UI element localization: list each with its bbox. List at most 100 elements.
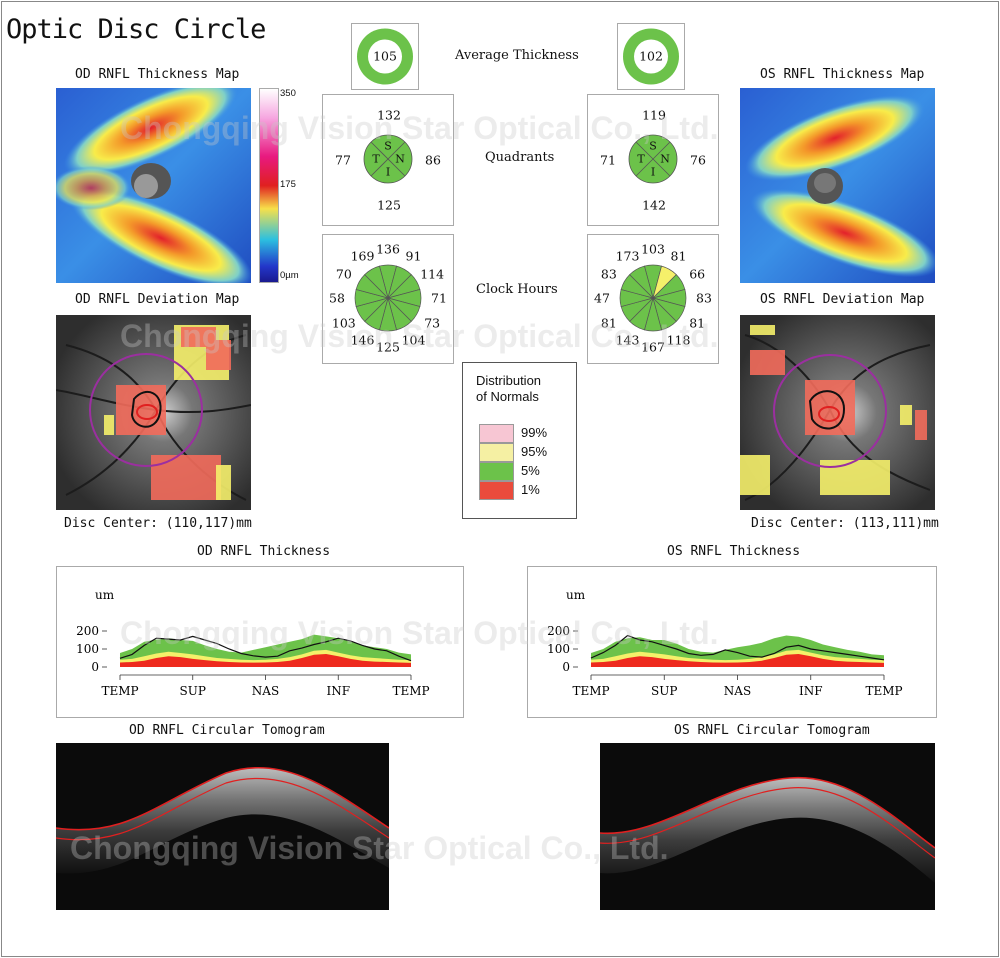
od-quadrants-box: S T N I 132 77 86 125 <box>322 94 454 226</box>
od-rnfl-thickness-title: OD RNFL Thickness <box>197 544 331 559</box>
rnfl-band-outside <box>591 654 884 667</box>
os-rnfl-chart-box: um 200 100 0 TEMP SUP NAS INF TEMP <box>527 566 937 718</box>
colorbar-top-label: 350 <box>280 88 296 99</box>
od-clock-value: 70 <box>335 266 352 281</box>
od-clock-value: 114 <box>420 266 445 281</box>
os-clock-box: 103 81 66 83 81 118 167 143 81 47 83 173 <box>587 234 719 364</box>
legend-title-line2: of Normals <box>476 389 539 404</box>
os-tomogram <box>600 743 935 910</box>
od-deviation-map <box>56 315 251 510</box>
rnfl-ytick: 0 <box>562 660 570 674</box>
os-quad-s-value: 119 <box>642 107 666 123</box>
legend-swatch <box>479 462 514 481</box>
legend-swatch <box>479 443 514 462</box>
os-clock-value: 143 <box>615 332 640 348</box>
rnfl-ylabel: um <box>566 588 586 602</box>
colorbar-bottom-label: 0µm <box>280 270 299 281</box>
rnfl-ylabel: um <box>95 588 115 602</box>
watermark-bottom: Chongqing Vision Star Optical Co., Ltd. <box>70 830 669 866</box>
od-deviation-map-title: OD RNFL Deviation Map <box>75 292 240 307</box>
od-clock-box: 136 91 114 71 73 104 125 146 103 58 70 169 <box>322 234 454 364</box>
od-quad-n-letter: N <box>395 152 405 166</box>
legend-label: 99% <box>521 425 548 440</box>
os-thickness-map <box>740 88 935 283</box>
os-clock-value: 118 <box>666 332 691 348</box>
rnfl-measured-line <box>590 634 885 661</box>
od-clock-value: 125 <box>376 339 400 355</box>
os-clock-sector <box>629 265 654 300</box>
rnfl-xtick: TEMP <box>865 684 902 698</box>
rnfl-xtick: TEMP <box>101 684 138 698</box>
od-quad-i-letter: I <box>385 165 391 179</box>
od-tomogram-title: OD RNFL Circular Tomogram <box>129 723 325 738</box>
os-clock-value: 173 <box>615 248 640 264</box>
os-average-box: 102 <box>617 23 685 90</box>
od-clock-value: 58 <box>329 290 345 306</box>
legend-swatch <box>479 424 514 443</box>
od-clock-value: 136 <box>376 241 400 257</box>
od-quad-s-letter: S <box>384 139 392 153</box>
quadrants-label: Quadrants <box>485 150 555 165</box>
rnfl-xtick: TEMP <box>572 684 609 698</box>
os-deviation-map <box>740 315 935 510</box>
od-disc-center: Disc Center: (110,117)mm <box>64 516 252 531</box>
od-average-value: 105 <box>373 48 397 64</box>
od-clock-value: 103 <box>331 315 356 330</box>
colorbar-mid-label: 175 <box>280 179 296 190</box>
watermark-top: Chongqing Vision Star Optical Co., Ltd. <box>120 110 719 146</box>
legend-title-line1: Distribution <box>476 373 542 388</box>
watermark-chart: Chongqing Vision Star Optical Co., Ltd. <box>120 615 719 651</box>
os-quad-i-letter: I <box>650 165 656 179</box>
od-quad-i-value: 125 <box>377 197 401 213</box>
normals-legend: Distribution of Normals 99% 95% 5% 1% <box>462 362 577 519</box>
rnfl-xtick: INF <box>799 684 823 698</box>
rnfl-xtick: TEMP <box>392 684 429 698</box>
average-thickness-label: Average Thickness <box>455 48 579 63</box>
os-quad-n-letter: N <box>660 152 670 166</box>
od-clock-sector <box>364 265 389 300</box>
os-quad-t-letter: T <box>637 152 645 166</box>
os-quad-t-value: 71 <box>600 152 616 168</box>
od-clock-value: 104 <box>401 332 426 348</box>
od-quad-n-value: 86 <box>425 152 441 168</box>
legend-label: 1% <box>521 482 540 497</box>
os-quad-i-value: 142 <box>642 197 666 213</box>
os-quad-n-value: 76 <box>690 152 706 168</box>
legend-swatch <box>479 481 514 500</box>
os-quad-s-letter: S <box>649 139 657 153</box>
od-thickness-map-title: OD RNFL Thickness Map <box>75 67 240 82</box>
rnfl-xtick: NAS <box>252 684 279 698</box>
rnfl-xtick: NAS <box>724 684 751 698</box>
os-clock-value: 103 <box>641 241 665 257</box>
os-quadrants-box: S T N I 119 71 76 142 <box>587 94 719 226</box>
rnfl-xtick: INF <box>326 684 350 698</box>
od-rnfl-chart-box: um 200 100 0 TEMP SUP NAS INF TEMP <box>56 566 464 718</box>
os-clock-value: 81 <box>670 248 687 264</box>
os-thickness-map-title: OS RNFL Thickness Map <box>760 67 925 82</box>
od-tomogram <box>56 743 389 910</box>
rnfl-ytick: 100 <box>547 642 570 656</box>
os-tomogram-title: OS RNFL Circular Tomogram <box>674 723 870 738</box>
rnfl-ytick: 0 <box>91 660 99 674</box>
od-clock-value: 73 <box>424 315 441 330</box>
os-clock-value: 81 <box>689 315 706 330</box>
thickness-colorbar <box>259 88 279 283</box>
od-quad-s-value: 132 <box>377 107 401 123</box>
os-clock-value: 81 <box>600 315 617 330</box>
os-clock-value: 83 <box>600 266 617 281</box>
os-deviation-map-title: OS RNFL Deviation Map <box>760 292 925 307</box>
os-rnfl-thickness-title: OS RNFL Thickness <box>667 544 801 559</box>
os-clock-value: 66 <box>689 266 706 281</box>
os-clock-value: 167 <box>641 339 665 355</box>
od-quad-t-value: 77 <box>335 152 351 168</box>
clock-hours-label: Clock Hours <box>476 282 558 297</box>
os-clock-value: 47 <box>594 290 610 306</box>
od-thickness-map <box>56 88 251 283</box>
legend-label: 5% <box>521 463 540 478</box>
od-clock-value: 146 <box>350 332 375 348</box>
rnfl-ytick: 200 <box>547 624 570 638</box>
rnfl-measured-line <box>119 635 412 662</box>
